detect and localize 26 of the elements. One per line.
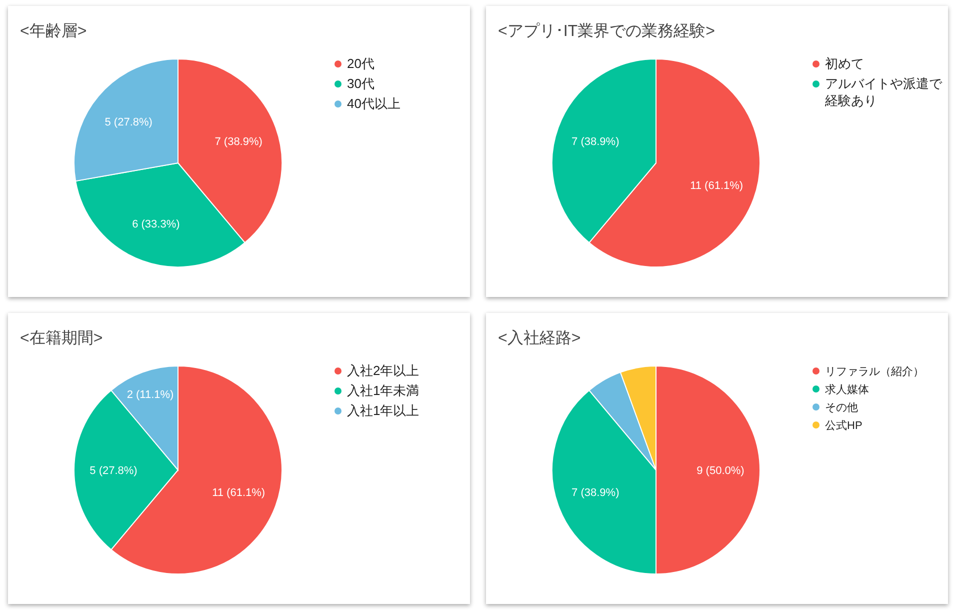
data-label: 5 (27.8%): [90, 465, 138, 477]
legend-label: アルバイトや派遣で経験あり: [824, 76, 943, 108]
data-label: 7 (38.9%): [572, 487, 620, 500]
data-label: 11 (61.1%): [690, 180, 744, 192]
legend-label: 入社1年未満: [347, 383, 420, 398]
legend-label: 公式HP: [825, 419, 862, 432]
legend-label: その他: [825, 402, 858, 414]
chart-title: <アプリ･IT業界での業務経験>: [498, 22, 715, 40]
legend-label: 初めて: [825, 56, 864, 71]
legend-label: 40代以上: [347, 96, 400, 111]
data-label: 2 (11.1%): [126, 388, 174, 401]
legend-label: 20代: [347, 56, 374, 71]
chart-title: <入社経路>: [498, 329, 581, 347]
legend-label: 入社2年以上: [347, 363, 420, 378]
chart-title: <年齢層>: [20, 22, 87, 40]
legend-label: 30代: [347, 76, 374, 91]
legend-label: 求人媒体: [825, 383, 869, 396]
chart-title: <在籍期間>: [20, 329, 103, 347]
data-label: 5 (27.8%): [104, 116, 152, 129]
data-label: 9 (50.0%): [696, 465, 744, 477]
data-label: 7 (38.9%): [572, 136, 620, 148]
legend-label: 入社1年以上: [347, 403, 420, 418]
data-label: 7 (38.9%): [214, 136, 262, 148]
legend-label: リファラル（紹介）: [825, 366, 924, 378]
data-label: 6 (33.3%): [132, 218, 180, 231]
data-label: 11 (61.1%): [212, 487, 266, 500]
